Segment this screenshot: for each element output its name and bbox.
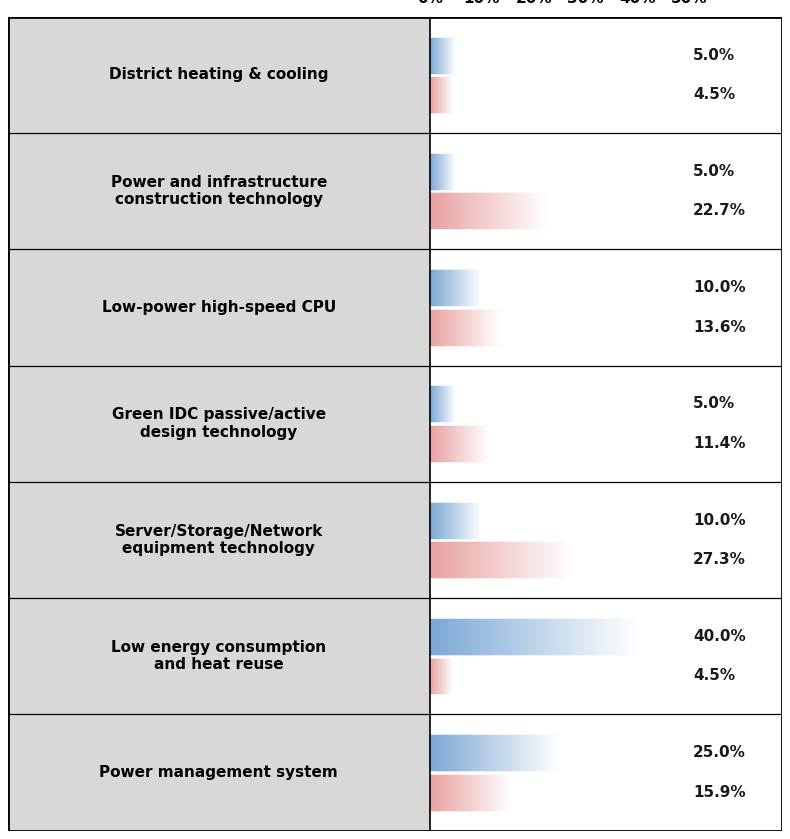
Text: Server/Storage/Network
equipment technology: Server/Storage/Network equipment technol… <box>115 524 323 556</box>
Text: 5.0%: 5.0% <box>693 397 735 411</box>
Text: Low energy consumption
and heat reuse: Low energy consumption and heat reuse <box>111 640 326 672</box>
Text: Power management system: Power management system <box>100 765 338 780</box>
Text: 4.5%: 4.5% <box>693 669 735 684</box>
Bar <box>430 17 782 133</box>
Text: Power and infrastructure
construction technology: Power and infrastructure construction te… <box>111 175 327 207</box>
Bar <box>430 133 782 249</box>
Text: 4.5%: 4.5% <box>693 87 735 102</box>
Text: Low-power high-speed CPU: Low-power high-speed CPU <box>102 300 336 315</box>
Bar <box>8 598 430 714</box>
Bar <box>430 482 782 598</box>
Bar <box>8 714 430 831</box>
Text: Green IDC passive/active
design technology: Green IDC passive/active design technolo… <box>112 408 326 440</box>
Text: 11.4%: 11.4% <box>693 436 746 451</box>
Text: 15.9%: 15.9% <box>693 784 746 800</box>
Text: 40.0%: 40.0% <box>693 629 746 644</box>
Bar <box>8 249 430 366</box>
Bar <box>8 133 430 249</box>
Bar <box>430 366 782 482</box>
Text: 5.0%: 5.0% <box>693 164 735 179</box>
Text: 13.6%: 13.6% <box>693 320 746 335</box>
Bar <box>8 482 430 598</box>
Bar <box>430 598 782 714</box>
Bar <box>430 714 782 831</box>
Text: 27.3%: 27.3% <box>693 552 746 567</box>
Text: 10.0%: 10.0% <box>693 513 746 528</box>
Text: 10.0%: 10.0% <box>693 280 746 295</box>
Text: 5.0%: 5.0% <box>693 48 735 63</box>
Bar <box>8 366 430 482</box>
Text: District heating & cooling: District heating & cooling <box>109 67 329 82</box>
Bar <box>8 17 430 133</box>
Text: 22.7%: 22.7% <box>693 203 746 218</box>
Bar <box>430 249 782 366</box>
Text: 25.0%: 25.0% <box>693 745 746 760</box>
